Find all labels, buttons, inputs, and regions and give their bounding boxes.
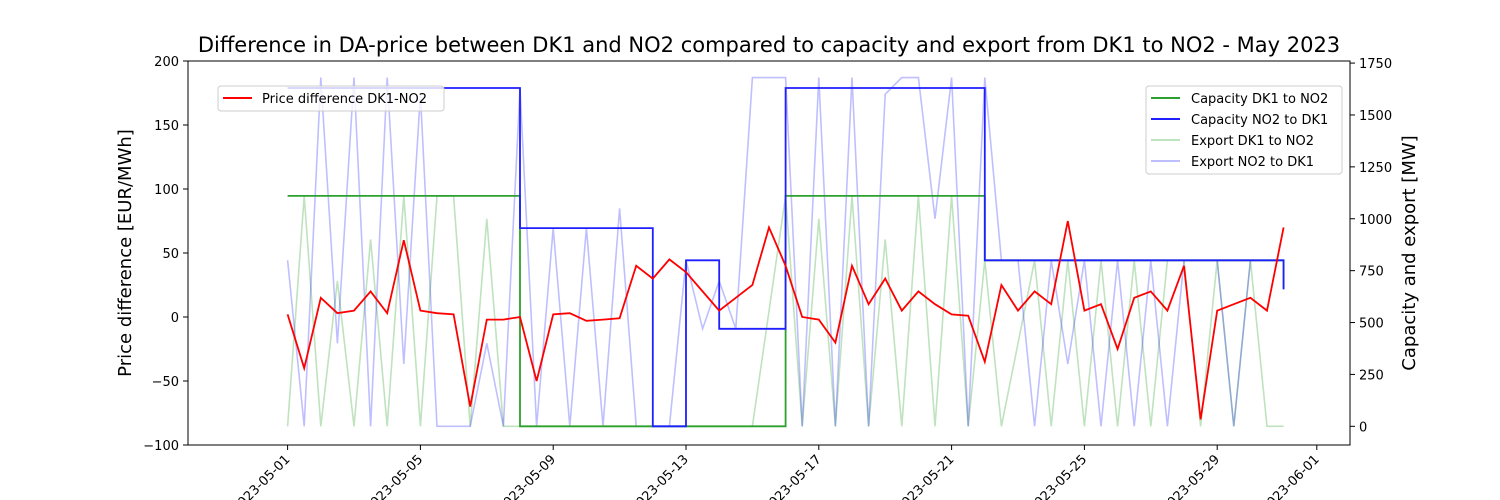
right-y-tick-label: 1750 [1359,57,1392,72]
x-tick-label: 2023-05-29 [1159,452,1223,500]
right-y-tick-label: 250 [1359,368,1384,383]
left-y-tick-label: 0 [171,311,179,326]
legend-label-export-no2-to-dk1: Export NO2 to DK1 [1191,155,1314,170]
x-tick-label: 2023-06-01 [1259,452,1323,500]
x-tick-label: 2023-05-25 [1026,452,1090,500]
series-capacity-no2-to-dk1 [287,87,1285,428]
legend-price: Price difference DK1-NO2 [217,85,445,112]
right-y-tick-label: 1500 [1359,109,1392,124]
price-lines [286,220,1285,420]
right-y-axis-label: Capacity and export [MW] [1399,135,1420,370]
x-tick-label: 2023-05-01 [229,452,293,500]
right-y-tick-label: 0 [1359,420,1367,435]
legend-label-export-dk1-to-no2: Export DK1 to NO2 [1191,134,1314,149]
left-y-tick-label: −100 [143,439,179,454]
capacity-lines [287,87,1285,428]
x-tick-label: 2023-05-09 [495,452,559,500]
x-tick-label: 2023-05-05 [362,452,426,500]
right-y-tick-label: 500 [1359,317,1384,332]
right-y-tick-label: 1000 [1359,213,1392,228]
left-y-tick-label: 50 [162,247,179,262]
chart-title: Difference in DA-price between DK1 and N… [198,33,1340,57]
x-tick-label: 2023-05-13 [628,452,692,500]
legend-label-capacity-no2-to-dk1: Capacity NO2 to DK1 [1191,113,1328,128]
right-y-tick-label: 750 [1359,265,1384,280]
left-y-tick-label: 200 [154,55,179,70]
left-y-tick-label: −50 [152,375,179,390]
legend-capacity-export: Capacity DK1 to NO2 Capacity NO2 to DK1 Ex… [1145,85,1343,175]
x-tick-label: 2023-05-21 [893,452,957,500]
left-y-axis: −100 −50 0 50 100 150 200 [143,55,188,454]
x-tick-label: 2023-05-17 [761,452,825,500]
left-y-tick-label: 150 [154,119,179,134]
legend-price-frame [217,85,445,112]
right-y-axis: 0 250 500 750 1000 1250 1500 1750 [1350,57,1392,435]
left-y-axis-label: Price difference [EUR/MWh] [115,129,136,377]
left-y-tick-label: 100 [154,183,179,198]
right-y-tick-label: 1250 [1359,161,1392,176]
legend-label-capacity-dk1-to-no2: Capacity DK1 to NO2 [1191,92,1328,107]
legend-label-price-difference-dk1-no2: Price difference DK1-NO2 [262,92,427,107]
series-price-difference-dk1-no2 [286,220,1285,420]
legend-right-frame [1145,85,1343,175]
x-axis: 2023-05-01 2023-05-05 2023-05-09 2023-05-13… [229,445,1323,500]
